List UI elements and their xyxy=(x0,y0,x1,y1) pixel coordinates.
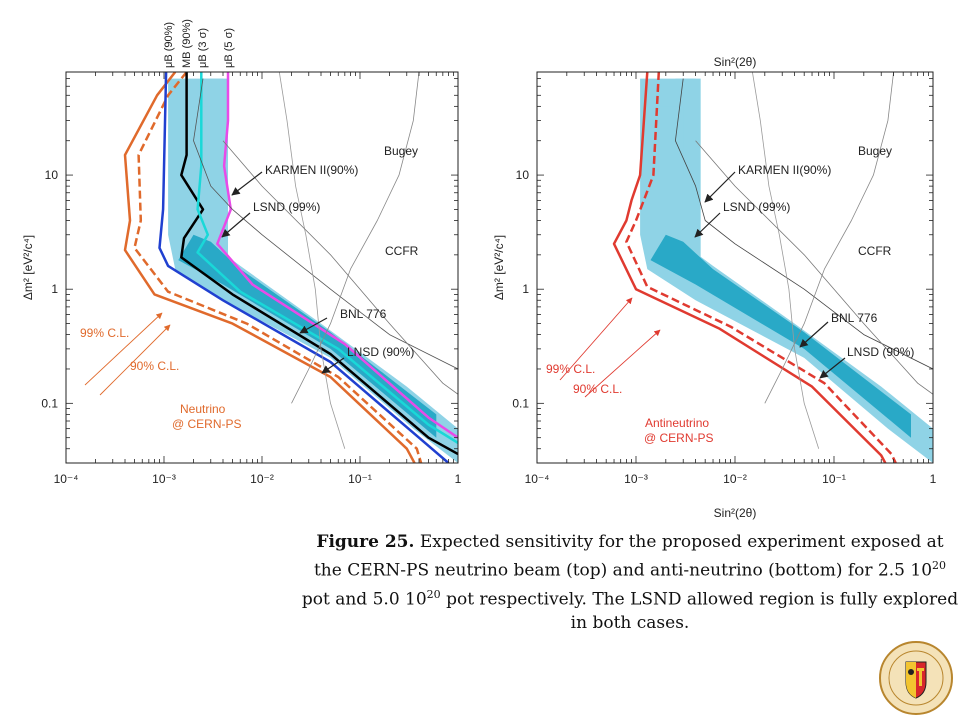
series-line xyxy=(764,72,894,404)
x-tick-label: 1 xyxy=(455,472,462,486)
top-curve-label: μB (90%) xyxy=(163,22,175,68)
series-line xyxy=(291,72,420,404)
annotation-label: 99% C.L. xyxy=(80,326,129,340)
x-tick-label: 10⁻³ xyxy=(624,472,648,486)
y-tick-label: 0.1 xyxy=(512,396,529,410)
x-tick-label: 1 xyxy=(930,472,937,486)
lsnd-region-strip xyxy=(186,106,211,176)
annotation-arrow xyxy=(99,324,171,396)
annotation-label: Bugey xyxy=(858,144,892,158)
plot-area xyxy=(612,72,933,463)
annotation-label: Bugey xyxy=(384,144,418,158)
x-tick-label: 10⁻¹ xyxy=(822,472,846,486)
annotation-arrow xyxy=(704,171,736,203)
y-tick-label: 1 xyxy=(522,282,529,296)
series-line xyxy=(675,78,933,370)
y-tick-label: 0.1 xyxy=(41,396,58,410)
annotation-label: 90% C.L. xyxy=(130,359,179,373)
y-axis-label: Δm² [eV²/c⁴] xyxy=(492,235,506,300)
annotation-arrow xyxy=(231,171,263,196)
caption-label: Figure 25. xyxy=(316,532,415,552)
x-tick-label: 10⁻³ xyxy=(152,472,176,486)
annotation-label: LSND (99%) xyxy=(253,200,320,214)
series-line xyxy=(193,78,458,370)
series-line xyxy=(222,140,458,395)
lsnd-region-inner xyxy=(650,234,911,438)
series-line xyxy=(180,72,458,456)
annotation-arrow xyxy=(694,212,721,238)
annotation-label: KARMEN II(90%) xyxy=(265,163,358,177)
series-line xyxy=(216,72,458,439)
series-line xyxy=(158,72,450,463)
caption-sup-1: 20 xyxy=(932,559,947,572)
annotation-label: Antineutrino xyxy=(645,416,709,430)
y-axis-label: Δm² [eV²/c⁴] xyxy=(21,235,35,300)
annotation-arrow xyxy=(84,312,163,386)
annotation-label: @ CERN-PS xyxy=(172,417,242,431)
annotation-arrow xyxy=(799,321,829,348)
figure-caption: Figure 25. Expected sensitivity for the … xyxy=(300,530,960,635)
y-tick-label: 1 xyxy=(51,282,58,296)
plot-area xyxy=(123,72,458,463)
caption-sup-2: 20 xyxy=(426,587,441,601)
x-tick-label: 10⁻² xyxy=(723,472,747,486)
chart-title: Sin²(2θ) xyxy=(714,55,757,69)
annotation-label: LNSD (90%) xyxy=(347,345,414,359)
lsnd-region-inner xyxy=(178,234,437,438)
annotation-label: CCFR xyxy=(858,244,892,258)
x-axis-label: Sin²(2θ) xyxy=(714,506,757,520)
annotation-arrow xyxy=(584,329,661,398)
annotation-arrow xyxy=(299,317,328,334)
series-line xyxy=(123,72,416,463)
caption-text-1: Expected sensitivity for the proposed ex… xyxy=(313,532,944,581)
top-curve-label: μB (3 σ) xyxy=(197,28,209,68)
annotation-label: LSND (99%) xyxy=(723,200,790,214)
annotation-label: CCFR xyxy=(385,244,419,258)
x-tick-label: 10⁻¹ xyxy=(348,472,372,486)
annotation-arrow xyxy=(819,357,846,379)
series-line xyxy=(196,72,458,444)
annotation-arrow xyxy=(559,297,633,381)
top-curve-label: MB (90%) xyxy=(181,19,193,68)
university-seal-icon xyxy=(879,641,953,715)
caption-text-3: pot respectively. The LSND allowed regio… xyxy=(440,589,959,634)
annotation-label: @ CERN-PS xyxy=(644,431,714,445)
series-line xyxy=(612,72,887,463)
caption-text-2: pot and 5.0 10 xyxy=(301,589,427,610)
y-tick-label: 10 xyxy=(516,168,530,182)
annotation-arrow xyxy=(221,212,251,238)
annotation-label: 99% C.L. xyxy=(546,362,595,376)
x-tick-label: 10⁻⁴ xyxy=(54,472,79,486)
x-tick-label: 10⁻⁴ xyxy=(525,472,550,486)
series-line xyxy=(133,72,423,463)
series-line xyxy=(278,72,346,449)
neutrino-panel: 10⁻⁴ 10⁻³ 10⁻² 10⁻¹ 1 0.1 1 10 Δm² [eV²/c⁴] μB (9… xyxy=(21,19,462,486)
series-line xyxy=(752,72,820,449)
antineutrino-panel: 10⁻⁴ 10⁻³ 10⁻² 10⁻¹ 1 0.1 1 10 Δm² [eV²/c⁴] Sin²(… xyxy=(492,55,937,520)
annotation-label: BNL 776 xyxy=(340,307,387,321)
lsnd-region-strip xyxy=(658,106,684,176)
annotation-label: Neutrino xyxy=(180,402,226,416)
top-curve-label: μB (5 σ) xyxy=(223,28,235,68)
annotation-label: BNL 776 xyxy=(831,311,878,325)
annotation-label: 90% C.L. xyxy=(573,382,622,396)
y-tick-label: 10 xyxy=(45,168,59,182)
series-line xyxy=(625,72,897,463)
annotation-label: KARMEN II(90%) xyxy=(738,163,831,177)
x-tick-label: 10⁻² xyxy=(250,472,274,486)
annotation-label: LNSD (90%) xyxy=(847,345,914,359)
annotation-arrow xyxy=(321,357,345,374)
